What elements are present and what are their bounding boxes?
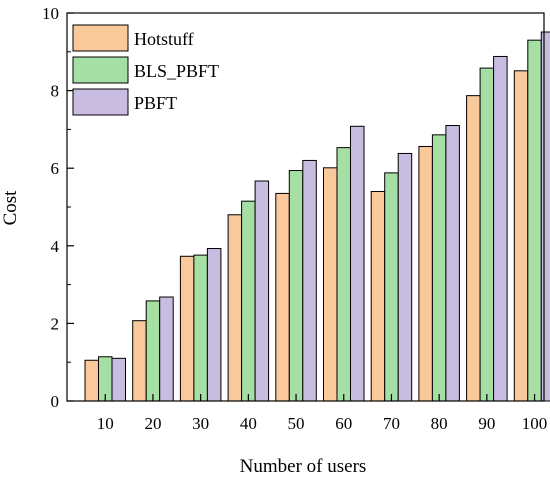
y-tick-label-0: 0 bbox=[51, 392, 60, 411]
x-tick-label-80: 80 bbox=[431, 414, 448, 433]
legend: Hotstuff BLS_PBFT PBFT bbox=[72, 24, 219, 116]
bar-pbft-40 bbox=[254, 180, 270, 402]
bar-pbft-90 bbox=[493, 55, 508, 402]
y-tick-label-8: 8 bbox=[51, 82, 60, 101]
y-tick-label-4: 4 bbox=[51, 237, 60, 256]
bar-bls-pbft-40 bbox=[241, 200, 256, 402]
bar-bls-pbft-80 bbox=[431, 134, 447, 402]
y-tick-label-6: 6 bbox=[51, 159, 60, 178]
x-tick-label-100: 100 bbox=[522, 414, 548, 433]
bar-bls-pbft-50 bbox=[288, 170, 304, 402]
bar-bls-pbft-90 bbox=[479, 67, 495, 402]
bar-bls-pbft-30 bbox=[193, 254, 208, 402]
bar-hotstuff-60 bbox=[323, 167, 338, 402]
x-axis-title: Number of users bbox=[240, 456, 367, 477]
x-tick-label-20: 20 bbox=[144, 414, 161, 433]
bar-pbft-70 bbox=[397, 152, 413, 402]
y-tick-label-10: 10 bbox=[42, 4, 59, 23]
legend-label-pbft: PBFT bbox=[134, 93, 177, 113]
bar-hotstuff-30 bbox=[179, 255, 195, 402]
x-tick-label-50: 50 bbox=[288, 414, 305, 433]
legend-swatch-bls-pbft bbox=[72, 56, 129, 84]
bar-hotstuff-70 bbox=[370, 190, 386, 402]
bar-pbft-50 bbox=[302, 159, 317, 402]
bar-bls-pbft-70 bbox=[384, 172, 399, 402]
x-tick-label-30: 30 bbox=[192, 414, 209, 433]
bar-pbft-10 bbox=[111, 357, 126, 402]
x-tick-label-90: 90 bbox=[478, 414, 495, 433]
bar-hotstuff-50 bbox=[275, 192, 290, 402]
bar-pbft-20 bbox=[159, 296, 174, 402]
legend-label-hotstuff: Hotstuff bbox=[134, 29, 194, 49]
bar-hotstuff-90 bbox=[466, 95, 481, 402]
bar-hotstuff-80 bbox=[418, 145, 433, 402]
x-tick-label-10: 10 bbox=[97, 414, 114, 433]
bar-pbft-100 bbox=[540, 31, 550, 402]
x-tick-label-40: 40 bbox=[240, 414, 257, 433]
bar-pbft-30 bbox=[206, 248, 222, 402]
bar-hotstuff-20 bbox=[132, 320, 147, 402]
y-axis-title: Cost bbox=[0, 190, 21, 226]
x-tick-label-60: 60 bbox=[335, 414, 352, 433]
bar-pbft-80 bbox=[445, 125, 460, 402]
bar-hotstuff-40 bbox=[227, 214, 243, 402]
x-tick-label-70: 70 bbox=[383, 414, 400, 433]
bar-bls-pbft-60 bbox=[336, 147, 351, 402]
legend-swatch-pbft bbox=[72, 88, 129, 116]
bar-hotstuff-10 bbox=[84, 359, 99, 402]
bar-bls-pbft-20 bbox=[145, 300, 161, 402]
legend-label-bls-pbft: BLS_PBFT bbox=[134, 61, 219, 81]
bar-bls-pbft-100 bbox=[527, 39, 542, 402]
y-tick-label-2: 2 bbox=[51, 314, 60, 333]
bar-pbft-60 bbox=[350, 125, 365, 402]
legend-swatch-hotstuff bbox=[72, 24, 129, 52]
bar-hotstuff-100 bbox=[513, 70, 529, 402]
